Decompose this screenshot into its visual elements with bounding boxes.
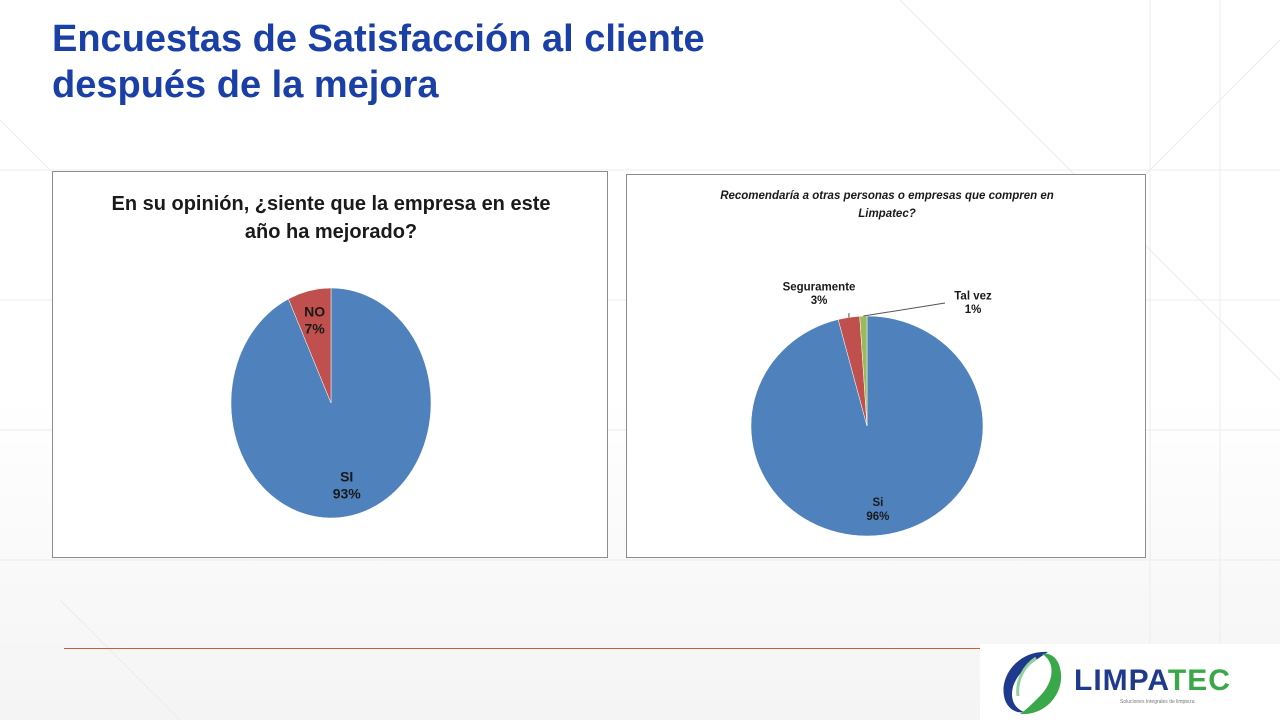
title-line-1: Encuestas de Satisfacción al cliente — [52, 18, 705, 60]
slice-value-si: 93% — [333, 486, 362, 502]
chart-title-line-2: Limpatec? — [858, 208, 916, 220]
slice-label-si: Si — [872, 497, 883, 509]
slice-value-seguramente: 3% — [811, 295, 828, 307]
slice-label-si: SI — [340, 469, 353, 485]
slice-value-tal-vez: 1% — [965, 304, 982, 316]
logo-swirl-icon — [1003, 651, 1062, 715]
slice-label-no: NO — [304, 304, 325, 320]
logo-text-lim: LIMPA — [1074, 664, 1168, 697]
slice-value-no: 7% — [305, 321, 326, 337]
slice-label-seguramente: Seguramente — [783, 281, 856, 293]
page-title: Encuestas de Satisfacción al cliente des… — [52, 16, 852, 108]
slice-value-si: 96% — [866, 511, 889, 523]
company-logo: LIMPATEC Soluciones Integrales de limpie… — [980, 644, 1280, 720]
chart-title: En su opinión, ¿siente que la empresa en… — [53, 190, 609, 246]
chart-title-line-1: En su opinión, ¿siente que la empresa en… — [111, 193, 551, 215]
pie-chart-recommendation: Si 96% Seguramente 3% Tal vez 1% — [750, 281, 992, 537]
pie-slice-no — [288, 287, 332, 404]
title-line-2: después de la mejora — [52, 64, 439, 106]
chart-title-line-2: año ha mejorado? — [244, 221, 418, 243]
pie-slice-tal-vez — [859, 315, 868, 427]
logo-wordmark: LIMPATEC — [1074, 664, 1231, 698]
chart-panel-recommendation: Recomendaría a otras personas o empresas… — [626, 174, 1146, 558]
slice-label-tal-vez: Tal vez — [954, 290, 992, 302]
chart-title: Recomendaría a otras personas o empresas… — [627, 187, 1147, 223]
logo-text-tec: TEC — [1167, 664, 1231, 697]
chart-panel-improvement: En su opinión, ¿siente que la empresa en… — [52, 171, 608, 558]
footer-divider — [64, 648, 984, 649]
logo-tagline: Soluciones Integrales de limpieza — [1120, 699, 1195, 705]
chart-title-line-1: Recomendaría a otras personas o empresas… — [720, 190, 1054, 202]
leader-line-tal-vez — [863, 302, 946, 317]
